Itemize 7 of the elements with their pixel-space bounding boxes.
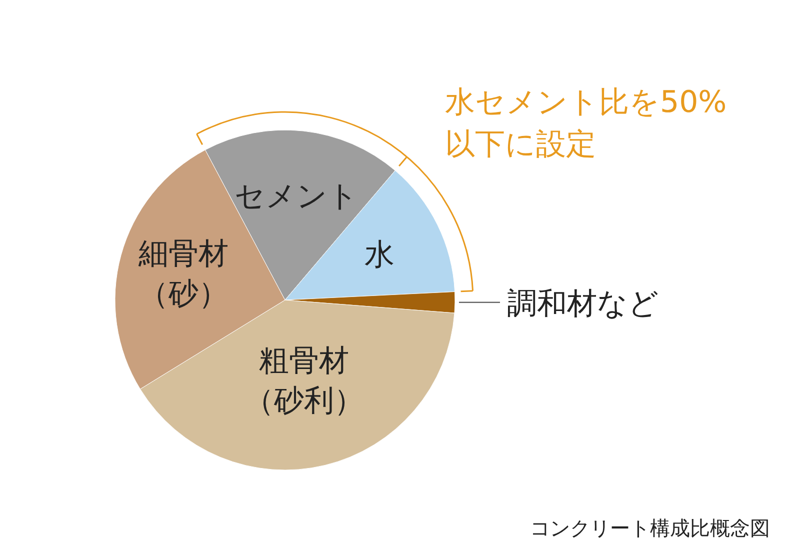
- slice-label: 細骨材（砂）: [137, 236, 228, 312]
- slice-label: 水: [364, 237, 395, 272]
- slice-label: セメント: [234, 179, 358, 214]
- text: 水セメント比を50%以下に設定: [445, 85, 727, 162]
- slice-label: 粗骨材（砂利）: [244, 343, 364, 418]
- text: コンクリート構成比概念図: [530, 516, 770, 540]
- slice-label: 調和材など: [506, 286, 659, 322]
